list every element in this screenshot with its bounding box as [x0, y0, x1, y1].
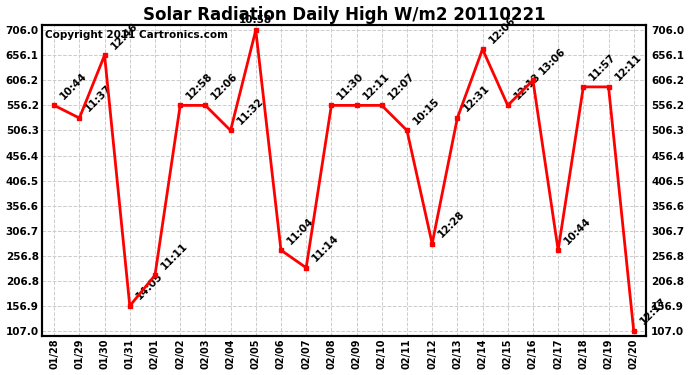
Text: 10:44: 10:44 — [59, 70, 89, 101]
Text: Copyright 2011 Cartronics.com: Copyright 2011 Cartronics.com — [45, 30, 228, 40]
Text: 11:57: 11:57 — [587, 52, 618, 83]
Text: 12:46: 12:46 — [109, 21, 139, 51]
Text: 11:11: 11:11 — [159, 241, 190, 271]
Text: 11:04: 11:04 — [285, 215, 316, 246]
Text: 12:13: 12:13 — [512, 71, 542, 101]
Text: 12:17: 12:17 — [638, 296, 669, 327]
Text: 14:05: 14:05 — [134, 271, 164, 302]
Text: 12:11: 12:11 — [613, 52, 643, 83]
Text: 11:14: 11:14 — [310, 233, 341, 264]
Text: 10:44: 10:44 — [562, 215, 593, 246]
Text: 12:11: 12:11 — [361, 71, 391, 101]
Text: 13:06: 13:06 — [537, 46, 568, 76]
Title: Solar Radiation Daily High W/m2 20110221: Solar Radiation Daily High W/m2 20110221 — [143, 6, 545, 24]
Text: 12:06: 12:06 — [210, 71, 240, 101]
Text: 11:32: 11:32 — [235, 96, 265, 126]
Text: 12:28: 12:28 — [436, 209, 467, 240]
Text: 12:31: 12:31 — [462, 83, 492, 114]
Text: 10:58: 10:58 — [239, 15, 273, 25]
Text: 12:07: 12:07 — [386, 70, 417, 101]
Text: 11:37: 11:37 — [83, 83, 114, 114]
Text: 12:58: 12:58 — [184, 71, 215, 101]
Text: 11:30: 11:30 — [335, 71, 366, 101]
Text: 12:06: 12:06 — [486, 15, 518, 45]
Text: 10:15: 10:15 — [411, 96, 442, 126]
